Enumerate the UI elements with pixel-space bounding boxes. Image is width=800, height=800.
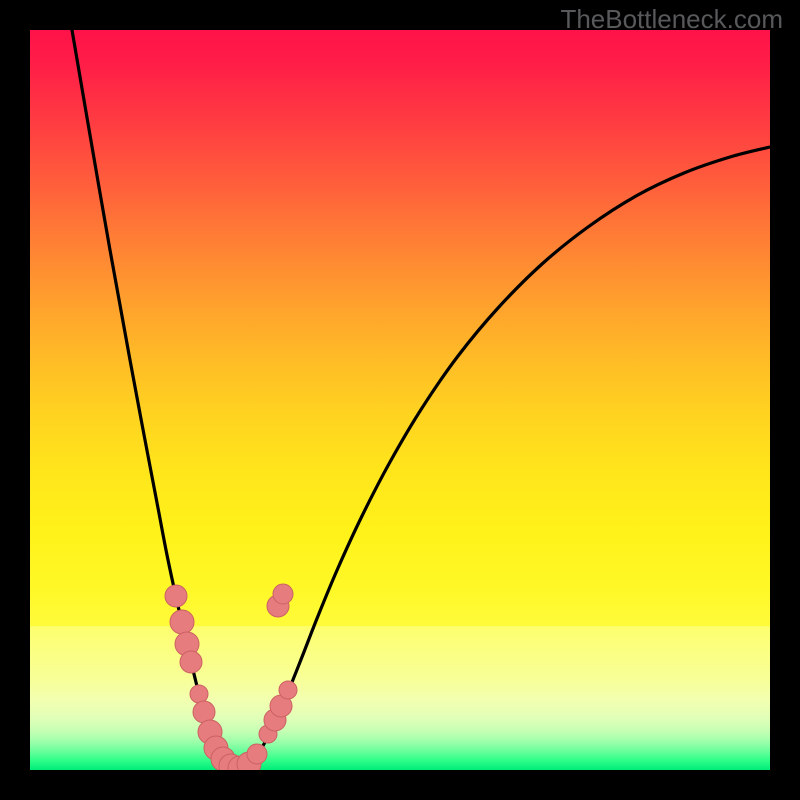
- curve-right: [238, 147, 770, 770]
- data-marker: [247, 744, 267, 764]
- curve-left: [72, 30, 238, 770]
- data-marker: [180, 651, 202, 673]
- chart-frame: TheBottleneck.com: [0, 0, 800, 800]
- data-marker: [273, 584, 293, 604]
- watermark-text: TheBottleneck.com: [560, 4, 783, 35]
- data-marker: [170, 610, 194, 634]
- data-marker: [165, 585, 187, 607]
- plot-area: [30, 30, 770, 770]
- data-marker: [190, 685, 208, 703]
- data-marker: [279, 681, 297, 699]
- curves-layer: [30, 30, 770, 770]
